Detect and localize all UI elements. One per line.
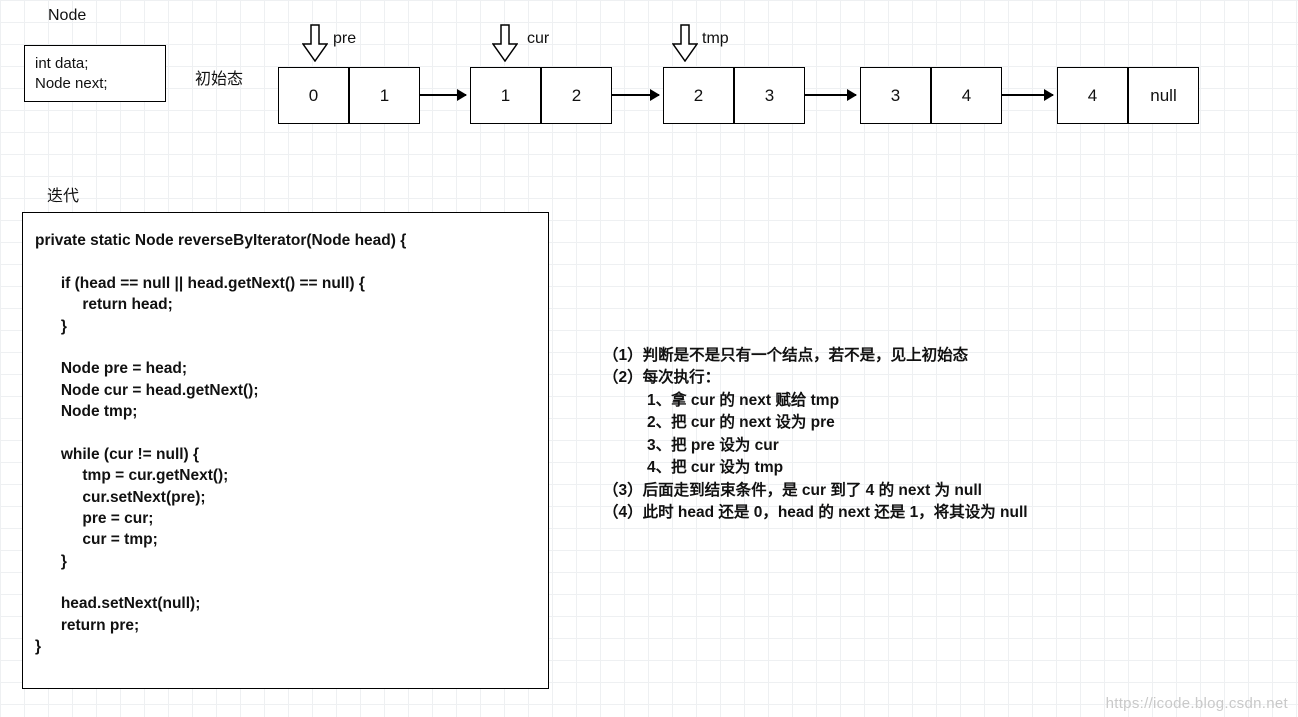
next-arrow (1002, 94, 1053, 96)
node-title: Node (48, 7, 86, 25)
list-node: 01 (278, 67, 420, 124)
pre-pointer-arrow-icon (302, 24, 328, 62)
node-data-cell: 0 (278, 67, 349, 124)
cur-pointer-label: cur (527, 30, 549, 48)
node-data-cell: 2 (663, 67, 734, 124)
code-box: private static Node reverseByIterator(No… (22, 212, 549, 689)
step-line: 4、把 cur 设为 tmp (603, 457, 1028, 479)
code-text: private static Node reverseByIterator(No… (35, 230, 536, 658)
tmp-pointer-arrow-icon (672, 24, 698, 62)
node-definition-box: int data; Node next; (24, 45, 166, 102)
step-line: （4）此时 head 还是 0，head 的 next 还是 1，将其设为 nu… (603, 502, 1028, 524)
step-line: （1）判断是不是只有一个结点，若不是，见上初始态 (603, 345, 1028, 367)
steps-text: （1）判断是不是只有一个结点，若不是，见上初始态（2）每次执行：1、拿 cur … (603, 345, 1028, 525)
iteration-label: 迭代 (47, 182, 79, 206)
node-next-cell: null (1128, 67, 1199, 124)
list-node: 12 (470, 67, 612, 124)
next-arrow (612, 94, 659, 96)
step-line: 2、把 cur 的 next 设为 pre (603, 412, 1028, 434)
node-data-cell: 3 (860, 67, 931, 124)
step-line: 3、把 pre 设为 cur (603, 435, 1028, 457)
cur-pointer-arrow-icon (492, 24, 518, 62)
initial-state-label: 初始态 (195, 65, 243, 89)
step-line: （3）后面走到结束条件，是 cur 到了 4 的 next 为 null (603, 480, 1028, 502)
tmp-pointer-label: tmp (702, 30, 729, 48)
list-node: 23 (663, 67, 805, 124)
node-next-cell: 3 (734, 67, 805, 124)
step-line: 1、拿 cur 的 next 赋给 tmp (603, 390, 1028, 412)
node-next-cell: 4 (931, 67, 1002, 124)
watermark-text: https://icode.blog.csdn.net (1106, 695, 1288, 712)
list-node: 4null (1057, 67, 1199, 124)
node-def-line1: int data; (35, 54, 155, 74)
node-data-cell: 4 (1057, 67, 1128, 124)
node-data-cell: 1 (470, 67, 541, 124)
pre-pointer-label: pre (333, 30, 356, 48)
list-node: 34 (860, 67, 1002, 124)
node-next-cell: 2 (541, 67, 612, 124)
node-def-line2: Node next; (35, 74, 155, 94)
next-arrow (420, 94, 466, 96)
step-line: （2）每次执行： (603, 367, 1028, 389)
next-arrow (805, 94, 856, 96)
node-next-cell: 1 (349, 67, 420, 124)
